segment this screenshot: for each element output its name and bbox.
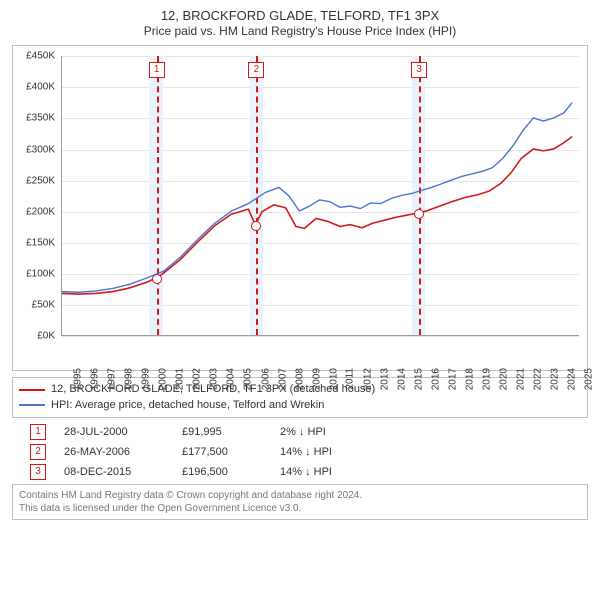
y-tick-label: £50K <box>32 300 55 311</box>
x-tick-label: 2006 <box>260 368 271 390</box>
x-tick-label: 2002 <box>192 368 203 390</box>
event-row: 3 08-DEC-2015 £196,500 14% ↓ HPI <box>30 464 588 480</box>
y-tick-label: £0K <box>37 331 55 342</box>
x-tick-label: 2017 <box>447 368 458 390</box>
x-tick-label: 2005 <box>243 368 254 390</box>
event-price: £196,500 <box>182 466 262 478</box>
x-tick-label: 2018 <box>464 368 475 390</box>
x-tick-label: 2023 <box>550 368 561 390</box>
footer-line1: Contains HM Land Registry data © Crown c… <box>19 489 581 502</box>
event-diff: 2% ↓ HPI <box>280 426 370 438</box>
legend-row: HPI: Average price, detached house, Telf… <box>19 398 581 413</box>
x-tick-label: 2009 <box>311 368 322 390</box>
x-tick-label: 2012 <box>362 368 373 390</box>
series-svg <box>62 56 579 335</box>
sale-marker <box>414 209 424 219</box>
x-tick-label: 1999 <box>140 368 151 390</box>
event-diff: 14% ↓ HPI <box>280 446 370 458</box>
series-price_paid <box>62 137 572 294</box>
sale-events: 1 28-JUL-2000 £91,995 2% ↓ HPI 2 26-MAY-2006 £… <box>12 424 588 480</box>
x-tick-label: 1996 <box>89 368 100 390</box>
y-tick-label: £400K <box>26 82 55 93</box>
x-tick-label: 2024 <box>567 368 578 390</box>
x-tick-label: 2021 <box>516 368 527 390</box>
x-tick-label: 2001 <box>175 368 186 390</box>
x-tick-label: 2014 <box>396 368 407 390</box>
event-row: 1 28-JUL-2000 £91,995 2% ↓ HPI <box>30 424 588 440</box>
x-tick-label: 2016 <box>430 368 441 390</box>
title-address: 12, BROCKFORD GLADE, TELFORD, TF1 3PX <box>12 8 588 24</box>
y-tick-label: £250K <box>26 175 55 186</box>
x-tick-label: 2003 <box>209 368 220 390</box>
legend-swatch <box>19 389 45 391</box>
event-date: 08-DEC-2015 <box>64 466 164 478</box>
x-tick-label: 2020 <box>498 368 509 390</box>
y-tick-label: £200K <box>26 206 55 217</box>
price-chart: £0K £50K £100K £150K £200K £250K £300K £350K £40… <box>12 45 588 371</box>
footer-line2: This data is licensed under the Open Gov… <box>19 502 581 515</box>
x-tick-label: 1995 <box>72 368 83 390</box>
event-price: £91,995 <box>182 426 262 438</box>
legend-swatch <box>19 404 45 406</box>
x-tick-label: 2008 <box>294 368 305 390</box>
y-tick-label: £150K <box>26 237 55 248</box>
x-tick-label: 2000 <box>157 368 168 390</box>
event-row: 2 26-MAY-2006 £177,500 14% ↓ HPI <box>30 444 588 460</box>
event-date: 26-MAY-2006 <box>64 446 164 458</box>
attribution-footer: Contains HM Land Registry data © Crown c… <box>12 484 588 520</box>
legend-label: HPI: Average price, detached house, Telf… <box>51 398 324 413</box>
x-tick-label: 2015 <box>413 368 424 390</box>
x-tick-label: 2019 <box>481 368 492 390</box>
event-diff: 14% ↓ HPI <box>280 466 370 478</box>
x-tick-label: 2007 <box>277 368 288 390</box>
x-tick-label: 2022 <box>533 368 544 390</box>
y-tick-label: £100K <box>26 269 55 280</box>
x-tick-label: 2010 <box>328 368 339 390</box>
y-tick-label: £450K <box>26 51 55 62</box>
event-date: 28-JUL-2000 <box>64 426 164 438</box>
sale-marker <box>152 274 162 284</box>
x-tick-label: 2004 <box>226 368 237 390</box>
y-tick-label: £300K <box>26 144 55 155</box>
y-tick-label: £350K <box>26 113 55 124</box>
x-tick-label: 2011 <box>344 368 355 390</box>
series-hpi <box>62 103 572 293</box>
event-price: £177,500 <box>182 446 262 458</box>
event-number-box: 3 <box>30 464 46 480</box>
sale-marker <box>251 221 261 231</box>
title-subtitle: Price paid vs. HM Land Registry's House … <box>12 24 588 39</box>
event-number-box: 1 <box>30 424 46 440</box>
x-tick-label: 1998 <box>123 368 134 390</box>
x-tick-label: 2013 <box>379 368 390 390</box>
x-tick-label: 1997 <box>106 368 117 390</box>
event-number-box: 2 <box>30 444 46 460</box>
x-tick-label: 2025 <box>584 368 595 390</box>
